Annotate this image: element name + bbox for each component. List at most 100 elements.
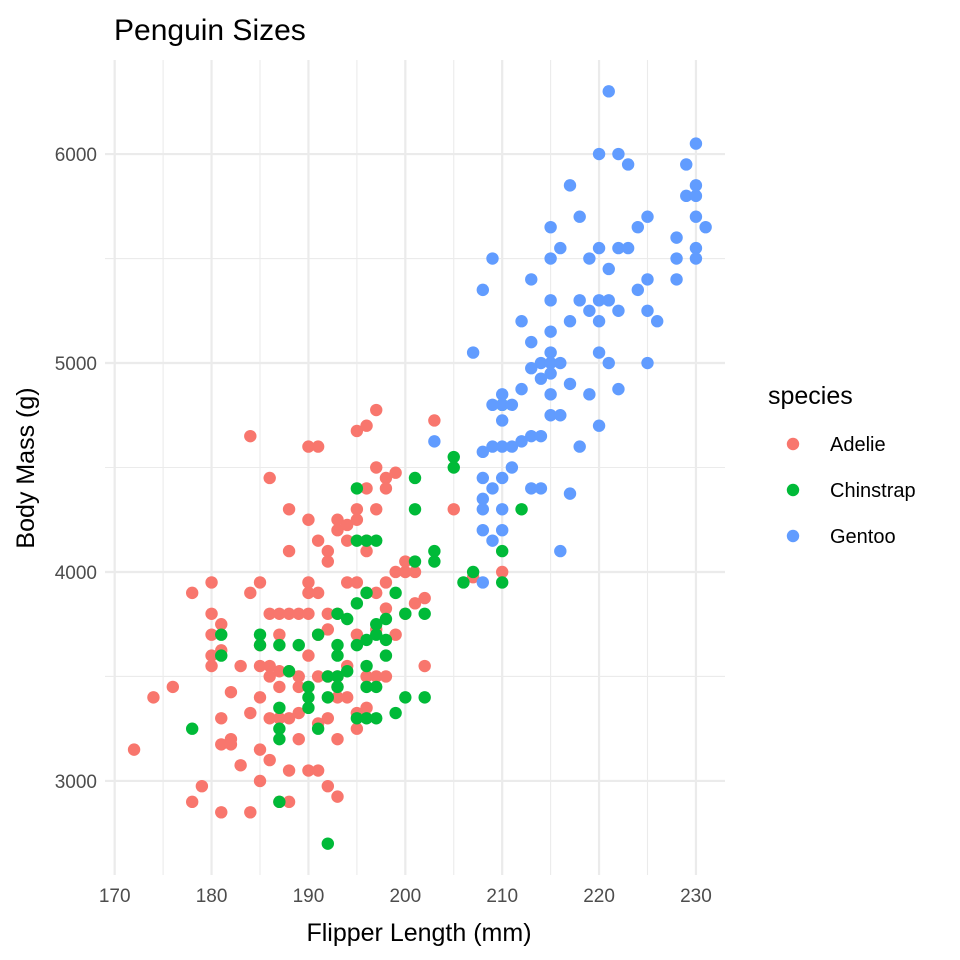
data-point [525, 482, 538, 495]
data-point [244, 429, 257, 443]
x-tick-label: 180 [196, 886, 228, 907]
data-point [331, 638, 344, 652]
y-axis-ticks: 3000 4000 5000 6000 [55, 145, 97, 793]
data-point [311, 628, 325, 641]
data-point [321, 544, 335, 558]
data-point [185, 586, 199, 600]
data-point [486, 534, 499, 547]
data-point [612, 304, 625, 317]
data-point [292, 638, 305, 652]
data-point [370, 534, 383, 547]
data-point [244, 806, 257, 819]
data-point [495, 565, 509, 579]
data-point [321, 623, 335, 636]
data-point [680, 158, 693, 171]
data-point [418, 591, 431, 605]
legend-key-gentoo [786, 529, 800, 543]
data-point [379, 471, 393, 485]
data-point [544, 356, 557, 370]
data-point [321, 670, 335, 683]
data-point [302, 576, 315, 589]
data-point [515, 503, 528, 516]
data-point [253, 691, 267, 704]
data-point [350, 597, 364, 610]
data-point [282, 795, 296, 809]
data-point [428, 435, 441, 448]
data-point [525, 362, 538, 375]
data-point [340, 665, 354, 678]
data-point [563, 377, 577, 391]
data-point [127, 743, 141, 756]
data-point [583, 388, 596, 401]
x-tick-label: 170 [99, 886, 131, 907]
data-point [418, 691, 431, 704]
data-point [273, 795, 286, 809]
data-point [602, 262, 615, 276]
data-point [544, 325, 557, 338]
data-point [689, 252, 703, 265]
data-point [476, 445, 490, 459]
data-point [563, 315, 577, 328]
data-point [302, 680, 315, 694]
data-point [253, 638, 267, 652]
data-point [389, 628, 402, 641]
data-point [379, 576, 393, 589]
data-point [302, 513, 315, 526]
data-point [311, 586, 325, 600]
data-point [650, 315, 664, 328]
data-point [205, 576, 218, 589]
data-point [350, 712, 364, 725]
data-point [476, 283, 490, 297]
data-point [602, 294, 615, 307]
data-point [273, 638, 286, 652]
data-point [215, 806, 228, 819]
data-point [282, 712, 296, 725]
data-point [486, 252, 499, 265]
data-point [350, 424, 364, 438]
data-point [689, 241, 703, 255]
data-point [282, 503, 296, 516]
data-point [331, 513, 344, 526]
x-tick-label: 220 [583, 886, 615, 907]
y-tick-label: 5000 [55, 354, 97, 375]
data-point [476, 503, 490, 516]
data-point [331, 649, 344, 662]
data-point [331, 670, 344, 683]
data-point [273, 607, 286, 620]
x-tick-label: 190 [293, 886, 325, 907]
data-point [350, 534, 364, 547]
data-point [360, 482, 373, 495]
data-point [544, 367, 557, 380]
data-point [495, 576, 509, 589]
legend-label: Gentoo [830, 526, 896, 548]
chart-title: Penguin Sizes [114, 14, 306, 47]
data-point [389, 706, 402, 720]
data-point [185, 795, 199, 809]
data-point [321, 712, 335, 725]
data-point [544, 294, 557, 307]
data-point [525, 273, 538, 286]
data-point [495, 388, 509, 401]
data-point [505, 461, 519, 474]
data-point [292, 732, 305, 746]
data-point [602, 356, 615, 370]
data-point [370, 670, 383, 683]
data-point [205, 649, 218, 662]
data-point [360, 586, 373, 600]
data-point [253, 659, 267, 673]
data-point [621, 241, 635, 255]
data-point [534, 372, 548, 385]
data-point [534, 482, 548, 495]
data-point [370, 680, 383, 694]
data-point [573, 440, 586, 453]
x-axis-ticks: 170 180 190 200 210 220 230 [99, 886, 712, 907]
data-point [399, 555, 412, 568]
data-point [292, 706, 305, 720]
data-point [544, 409, 557, 422]
data-point [379, 649, 393, 662]
data-point [592, 419, 606, 432]
data-point [592, 294, 606, 307]
data-point [370, 403, 383, 417]
data-point [292, 670, 305, 683]
data-point [621, 158, 635, 171]
